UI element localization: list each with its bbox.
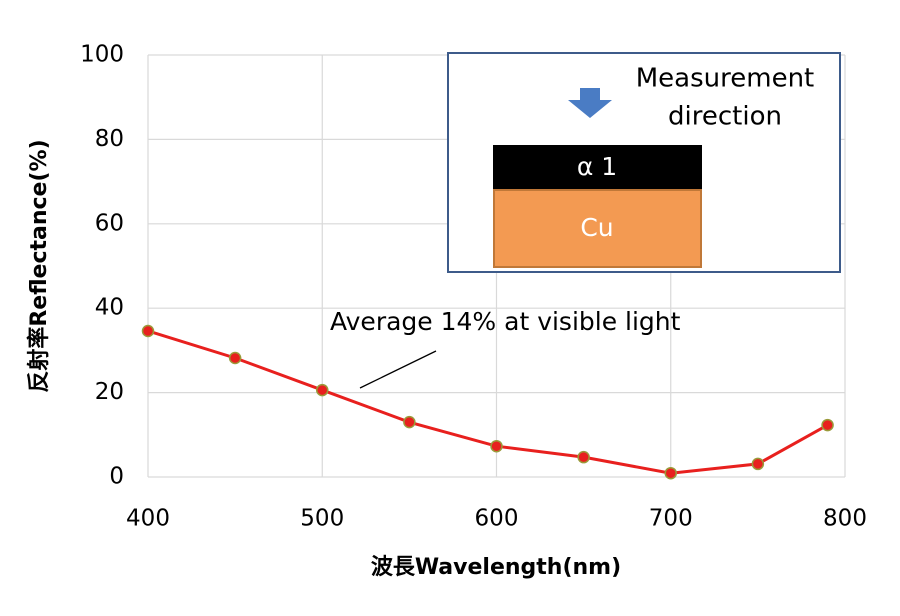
annotation: Average 14% at visible light xyxy=(330,307,681,336)
y-tick-label: 0 xyxy=(109,464,124,490)
inset-direction: Measurement xyxy=(636,64,815,94)
data-point xyxy=(403,415,416,429)
data-point xyxy=(821,418,834,432)
inset-direction: direction xyxy=(668,102,782,132)
inset: Measurement direction α 1 Cu xyxy=(447,52,841,273)
top-layer-label: α 1 xyxy=(577,152,617,181)
data-point xyxy=(316,383,329,397)
x-axis-title: 波長Wavelength(nm) xyxy=(371,555,621,580)
x-tick-label: 400 xyxy=(126,506,170,532)
y-tick-label: 100 xyxy=(80,42,124,68)
data-point xyxy=(228,351,242,365)
y-tick-label: 40 xyxy=(95,295,124,321)
top-layer xyxy=(493,145,702,190)
x-tick-label: 800 xyxy=(823,506,867,532)
x-tick-label: 700 xyxy=(649,506,693,532)
data-point xyxy=(664,466,677,480)
y-axis-title: 反射率Reflectance(%) xyxy=(26,139,52,392)
y-tick-label: 20 xyxy=(95,379,124,405)
x-tick-label: 500 xyxy=(300,506,344,532)
series-line xyxy=(147,329,829,475)
bottom-layer-label: Cu xyxy=(580,213,613,242)
data-point xyxy=(141,324,155,338)
data-point xyxy=(577,450,590,464)
bottom-layer xyxy=(493,189,702,268)
y-tick-label: 80 xyxy=(95,126,124,152)
data-point xyxy=(751,457,765,471)
x-tick-label: 600 xyxy=(475,506,519,532)
data-point xyxy=(490,439,503,453)
direction-arrow xyxy=(568,88,612,118)
annotation-leader xyxy=(359,350,437,389)
y-tick-label: 60 xyxy=(95,210,124,236)
